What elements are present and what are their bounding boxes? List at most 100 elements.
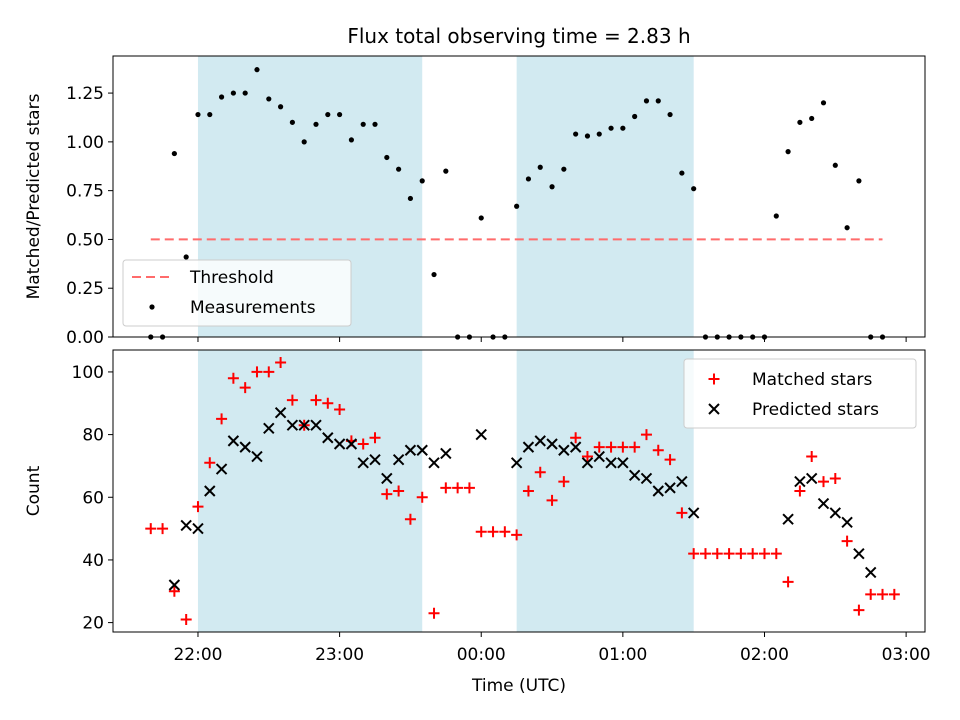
predicted-star-point — [605, 457, 617, 469]
measurement-point — [443, 168, 449, 174]
predicted-star-point — [310, 419, 322, 431]
measurement-point — [419, 178, 425, 184]
measurement-point — [608, 125, 614, 131]
matched-star-point — [676, 507, 688, 519]
measurement-point — [360, 121, 366, 127]
predicted-star-point — [192, 522, 204, 535]
measurement-point — [537, 164, 543, 170]
measurement-point — [313, 121, 319, 127]
predicted-star-point — [640, 472, 653, 485]
matched-star-point — [216, 413, 228, 425]
measurement-point — [396, 166, 402, 172]
y-tick-label: 60 — [82, 488, 104, 508]
shaded-interval — [516, 56, 694, 337]
predicted-star-point — [687, 507, 700, 519]
predicted-star-point — [227, 435, 240, 447]
matched-star-point — [475, 526, 487, 538]
predicted-star-point — [546, 438, 558, 450]
measurement-point — [478, 215, 484, 221]
predicted-star-point — [558, 444, 570, 456]
y-tick-label: 1.25 — [66, 84, 104, 104]
predicted-star-point — [569, 441, 582, 453]
measurement-point — [183, 254, 189, 260]
matched-star-point — [877, 588, 889, 600]
y-axis-label-top: Matched/Predicted stars — [24, 93, 44, 299]
predicted-star-point — [817, 497, 830, 510]
matched-star-point — [145, 523, 157, 535]
matched-star-point — [640, 429, 652, 441]
chart-title: Flux total observing time = 2.83 h — [347, 24, 690, 48]
top-panel: 0.00 0.25 0.50 0.75 1.00 1.25 Threshold Measure… — [66, 55, 926, 348]
predicted-star-point — [274, 406, 287, 419]
matched-star-point — [428, 607, 440, 619]
matched-star-point — [522, 485, 534, 497]
predicted-star-point — [841, 516, 853, 529]
matched-star-point — [275, 357, 287, 369]
matched-star-point — [452, 482, 464, 494]
measurement-point — [785, 149, 791, 155]
matched-star-point — [534, 466, 546, 478]
matched-star-point — [581, 451, 593, 463]
x-tick-label: 01:00 — [598, 645, 647, 665]
matched-star-point — [593, 441, 605, 453]
y-tick-label: 20 — [82, 614, 104, 634]
matched-star-point — [180, 613, 192, 625]
matched-star-point — [806, 451, 818, 463]
measurement-point — [844, 225, 850, 231]
y-tick-label: 100 — [72, 363, 104, 383]
measurement-point — [832, 162, 838, 168]
predicted-star-point — [263, 422, 275, 435]
legend-matched-label: Matched stars — [752, 370, 872, 390]
predicted-star-point — [865, 566, 877, 579]
matched-star-point — [735, 548, 747, 560]
measurement-point — [667, 111, 673, 118]
measurement-point — [266, 96, 272, 102]
predicted-star-point — [251, 450, 263, 463]
measurement-point — [820, 100, 827, 106]
matched-star-point — [192, 501, 204, 513]
matched-star-point — [888, 588, 900, 600]
predicted-star-point — [168, 579, 181, 591]
matched-star-point — [322, 397, 334, 409]
measurement-point — [207, 111, 213, 118]
measurement-point — [384, 154, 390, 161]
measurement-point — [431, 271, 437, 278]
matched-star-point — [558, 476, 570, 488]
matched-star-point — [723, 548, 735, 560]
measurement-point — [277, 104, 284, 110]
measurement-point — [573, 131, 579, 137]
predicted-star-point — [510, 457, 523, 469]
measurement-point — [514, 203, 520, 209]
matched-star-point — [393, 485, 405, 497]
measurement-point — [372, 121, 378, 127]
matched-star-point — [440, 482, 452, 494]
predicted-star-point — [628, 469, 641, 482]
measurement-point — [809, 115, 815, 122]
predicted-star-point — [829, 507, 842, 519]
matched-star-point — [404, 513, 416, 525]
legend-predicted-label: Predicted stars — [752, 400, 879, 420]
y-tick-label: 0.25 — [66, 279, 104, 299]
matched-star-point — [157, 523, 169, 535]
matched-star-point — [239, 382, 251, 394]
measurement-point — [171, 150, 177, 157]
matched-star-point — [204, 457, 216, 469]
measurement-point — [325, 111, 331, 118]
predicted-star-point — [475, 428, 487, 441]
legend-box — [683, 358, 917, 429]
matched-star-point — [310, 394, 322, 406]
matched-star-point — [334, 404, 346, 416]
measurement-point — [584, 133, 591, 139]
x-tick-label: 00:00 — [457, 645, 506, 665]
predicted-star-point — [581, 457, 594, 469]
matched-star-point — [747, 548, 759, 560]
measurement-point — [856, 178, 862, 184]
y-tick-label: 1.00 — [66, 133, 104, 153]
measurement-point — [655, 98, 661, 104]
matched-star-point — [711, 548, 723, 560]
matched-star-point — [688, 548, 700, 560]
predicted-star-point — [440, 447, 452, 460]
y-tick-label: 0.75 — [66, 182, 104, 202]
measurement-point — [797, 119, 803, 125]
